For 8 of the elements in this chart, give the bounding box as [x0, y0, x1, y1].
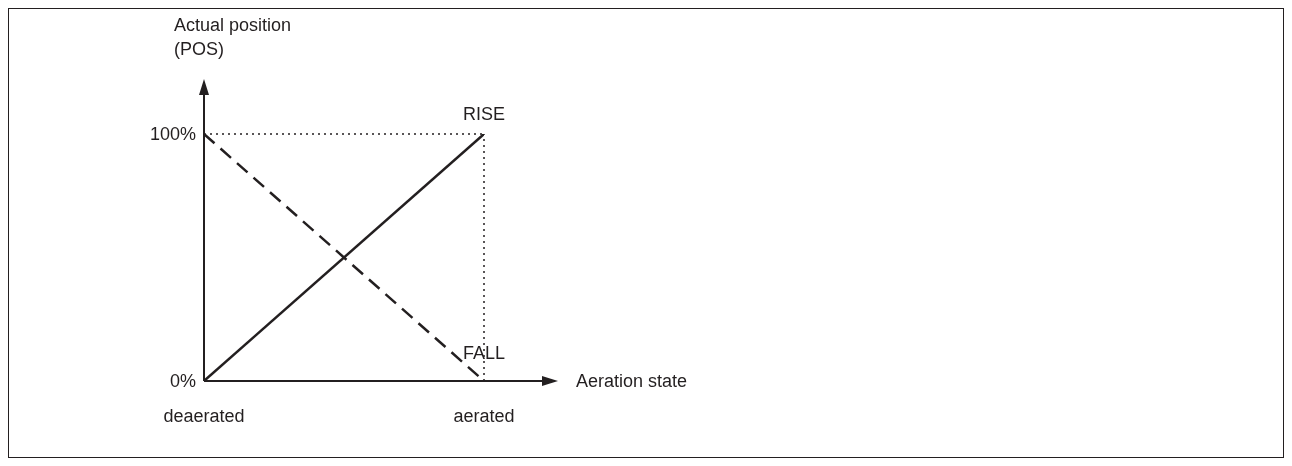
series-label: FALL	[462, 343, 506, 363]
x-axis-title: Aeration state	[576, 371, 688, 391]
y-axis-title: Actual position (POS)	[174, 15, 292, 59]
y-tick-label: 0%	[169, 371, 196, 392]
series-label: RISE	[462, 104, 506, 124]
y-tick-label: 100%	[149, 124, 196, 145]
x-tick-label: deaerated	[163, 405, 245, 426]
x-tick-label: aerated	[453, 405, 515, 426]
